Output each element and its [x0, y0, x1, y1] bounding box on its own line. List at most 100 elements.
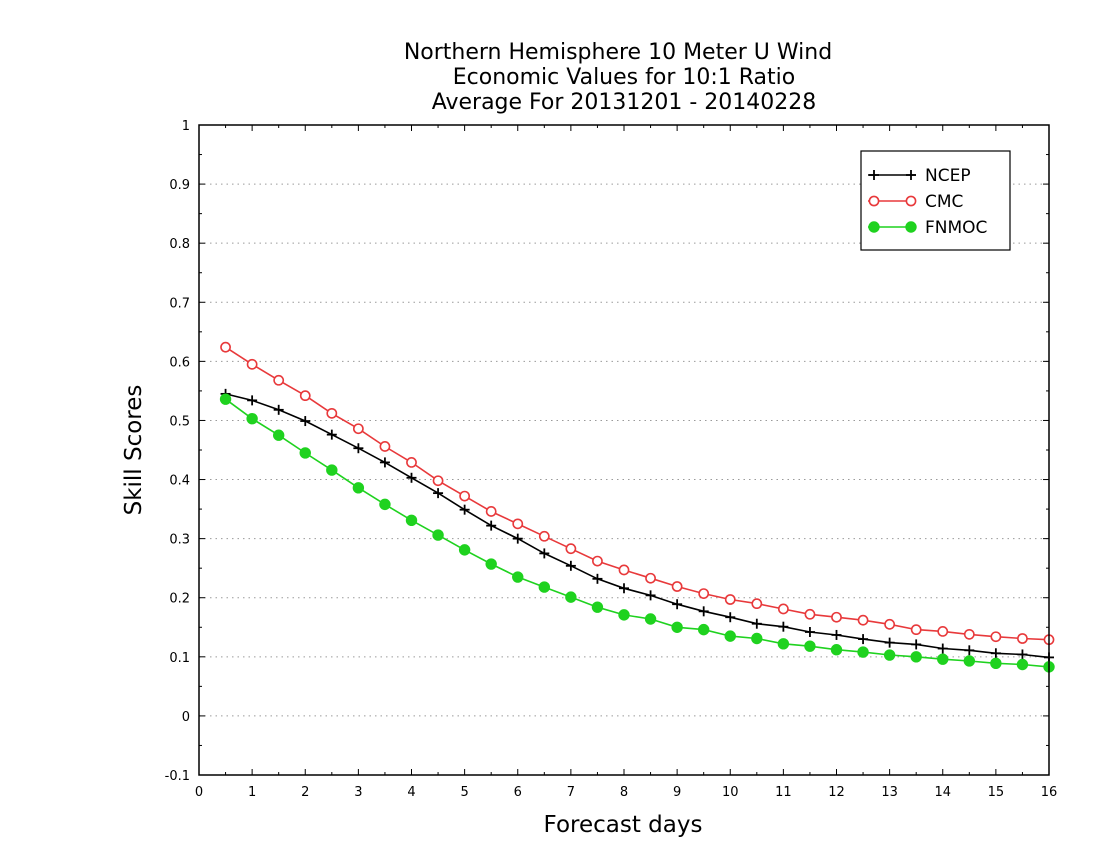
data-point-ncep — [433, 488, 444, 499]
legend: NCEP CMC FNMOC — [860, 150, 1011, 251]
data-point-cmc — [910, 624, 922, 636]
chart-title-line-1: Northern Hemisphere 10 Meter U Wind — [404, 40, 832, 65]
legend-label-ncep: NCEP — [925, 166, 971, 186]
data-point-fnmoc — [219, 393, 232, 405]
y-tick-label: 0.3 — [169, 533, 190, 548]
data-point-fnmoc — [777, 638, 790, 650]
y-tick-label: 0.1 — [169, 651, 190, 666]
data-point-cmc — [698, 588, 710, 599]
legend-entry-ncep: NCEP — [868, 166, 971, 186]
x-tick-label: 15 — [988, 785, 1005, 800]
y-tick-label: -0.1 — [165, 769, 190, 784]
data-point-fnmoc — [326, 464, 338, 476]
series-lines — [219, 341, 1055, 673]
y-tick-label: 0.2 — [169, 592, 190, 607]
data-point-fnmoc — [272, 429, 285, 441]
data-point-fnmoc — [405, 514, 418, 527]
legend-marker-cmc — [905, 195, 917, 207]
y-axis-label: Skill Scores — [121, 385, 147, 516]
gridlines — [199, 183, 1049, 717]
data-point-fnmoc — [485, 558, 497, 570]
data-point-fnmoc — [432, 529, 444, 541]
y-tick-label: 0.9 — [169, 178, 190, 193]
data-point-ncep — [326, 429, 337, 440]
y-tick-label: 0.6 — [169, 355, 190, 370]
data-point-cmc — [485, 506, 497, 517]
x-tick-label: 16 — [1041, 785, 1058, 800]
x-tick-label: 5 — [460, 785, 468, 800]
legend-entry-cmc: CMC — [868, 192, 963, 212]
data-point-cmc — [1017, 633, 1028, 644]
data-point-ncep — [486, 520, 497, 531]
data-point-ncep — [1017, 649, 1028, 660]
data-point-cmc — [671, 581, 683, 592]
series-cmc — [220, 341, 1055, 646]
data-point-cmc — [751, 598, 763, 610]
data-point-ncep — [619, 583, 629, 594]
x-tick-label: 9 — [673, 785, 681, 800]
data-point-fnmoc — [883, 649, 896, 661]
legend-marker-fnmoc — [868, 221, 880, 233]
data-point-ncep — [459, 504, 470, 515]
data-point-cmc — [299, 390, 311, 402]
y-tick-label: 0 — [182, 710, 190, 725]
series-line-fnmoc — [225, 398, 1050, 668]
data-point-ncep — [247, 395, 258, 406]
data-point-ncep — [565, 560, 576, 571]
data-point-fnmoc — [724, 630, 736, 642]
data-point-ncep — [539, 548, 550, 559]
data-point-fnmoc — [379, 498, 391, 511]
data-point-fnmoc — [963, 655, 976, 667]
series-ncep — [220, 388, 1054, 663]
data-point-ncep — [645, 590, 656, 601]
data-point-fnmoc — [751, 632, 763, 645]
data-point-cmc — [352, 423, 364, 435]
data-point-ncep — [964, 645, 975, 656]
data-point-fnmoc — [352, 482, 365, 494]
y-tick-label: 0.7 — [169, 296, 190, 311]
legend-label-cmc: CMC — [925, 192, 963, 212]
data-point-fnmoc — [910, 651, 922, 663]
data-point-ncep — [937, 643, 948, 654]
x-tick-label: 14 — [934, 785, 951, 800]
data-point-ncep — [592, 573, 603, 584]
data-point-cmc — [804, 608, 816, 620]
data-point-ncep — [804, 627, 815, 637]
data-point-cmc — [724, 594, 736, 605]
y-tick-label: 1 — [182, 119, 190, 134]
series-line-cmc — [225, 346, 1050, 641]
data-point-cmc — [592, 555, 603, 567]
y-tick-label: 0.4 — [169, 474, 190, 489]
x-tick-label: 1 — [248, 785, 256, 800]
legend-marker-cmc — [868, 195, 880, 207]
data-point-ncep — [778, 621, 789, 632]
data-point-ncep — [512, 533, 523, 544]
legend-label-fnmoc: FNMOC — [925, 218, 987, 238]
data-point-fnmoc — [618, 609, 630, 621]
plot-area-frame — [198, 124, 1050, 776]
x-tick-label: 3 — [354, 785, 362, 800]
x-tick-label: 12 — [828, 785, 845, 800]
data-point-cmc — [884, 618, 896, 630]
data-point-ncep — [884, 637, 895, 648]
data-point-ncep — [831, 629, 842, 640]
x-tick-label: 6 — [514, 785, 522, 800]
data-point-fnmoc — [804, 640, 816, 652]
data-point-fnmoc — [671, 621, 683, 633]
data-point-cmc — [645, 572, 656, 584]
series-line-ncep — [225, 393, 1050, 659]
data-point-fnmoc — [697, 623, 710, 636]
legend-marker-ncep — [869, 170, 879, 180]
data-point-fnmoc — [591, 601, 604, 613]
data-point-cmc — [777, 603, 789, 615]
chart-title: Northern Hemisphere 10 Meter U Wind Econ… — [404, 40, 832, 115]
data-point-cmc — [406, 457, 417, 468]
data-point-fnmoc — [830, 644, 843, 656]
x-tick-label: 7 — [567, 785, 575, 800]
data-point-cmc — [273, 374, 285, 386]
data-point-cmc — [459, 490, 471, 502]
y-tick-label: 0.5 — [169, 414, 190, 429]
data-point-cmc — [538, 530, 550, 542]
data-point-cmc — [618, 564, 630, 576]
